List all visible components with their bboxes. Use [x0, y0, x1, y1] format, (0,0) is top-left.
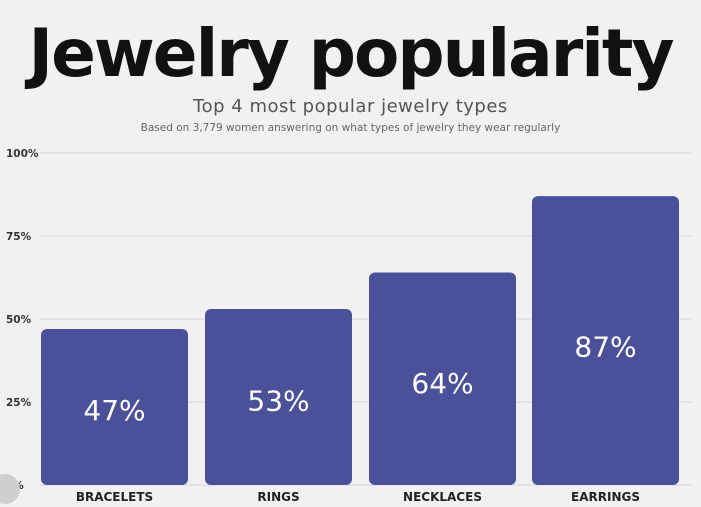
x-tick-label: RINGS	[257, 490, 299, 504]
y-tick-label: 100%	[6, 148, 39, 160]
x-tick-label: BRACELETS	[76, 490, 153, 504]
y-tick-label: 50%	[6, 314, 32, 326]
bar	[205, 309, 352, 485]
y-tick-label: 75%	[6, 231, 32, 243]
y-tick-label: 25%	[6, 397, 32, 409]
data-label: 53%	[247, 385, 309, 418]
data-label: 47%	[83, 394, 145, 427]
chart-subtitle: Top 4 most popular jewelry types	[193, 96, 508, 117]
chart-note: Based on 3,779 women answering on what t…	[140, 122, 561, 134]
bar	[369, 272, 516, 485]
x-tick-label: EARRINGS	[571, 490, 640, 504]
chart-title: Jewelry popularity	[28, 15, 675, 92]
corner-circle-icon	[0, 474, 20, 504]
bar	[41, 328, 188, 485]
data-label: 87%	[574, 330, 636, 363]
data-label: 64%	[411, 367, 473, 400]
x-tick-label: NECKLACES	[403, 490, 482, 504]
bar	[532, 196, 679, 485]
